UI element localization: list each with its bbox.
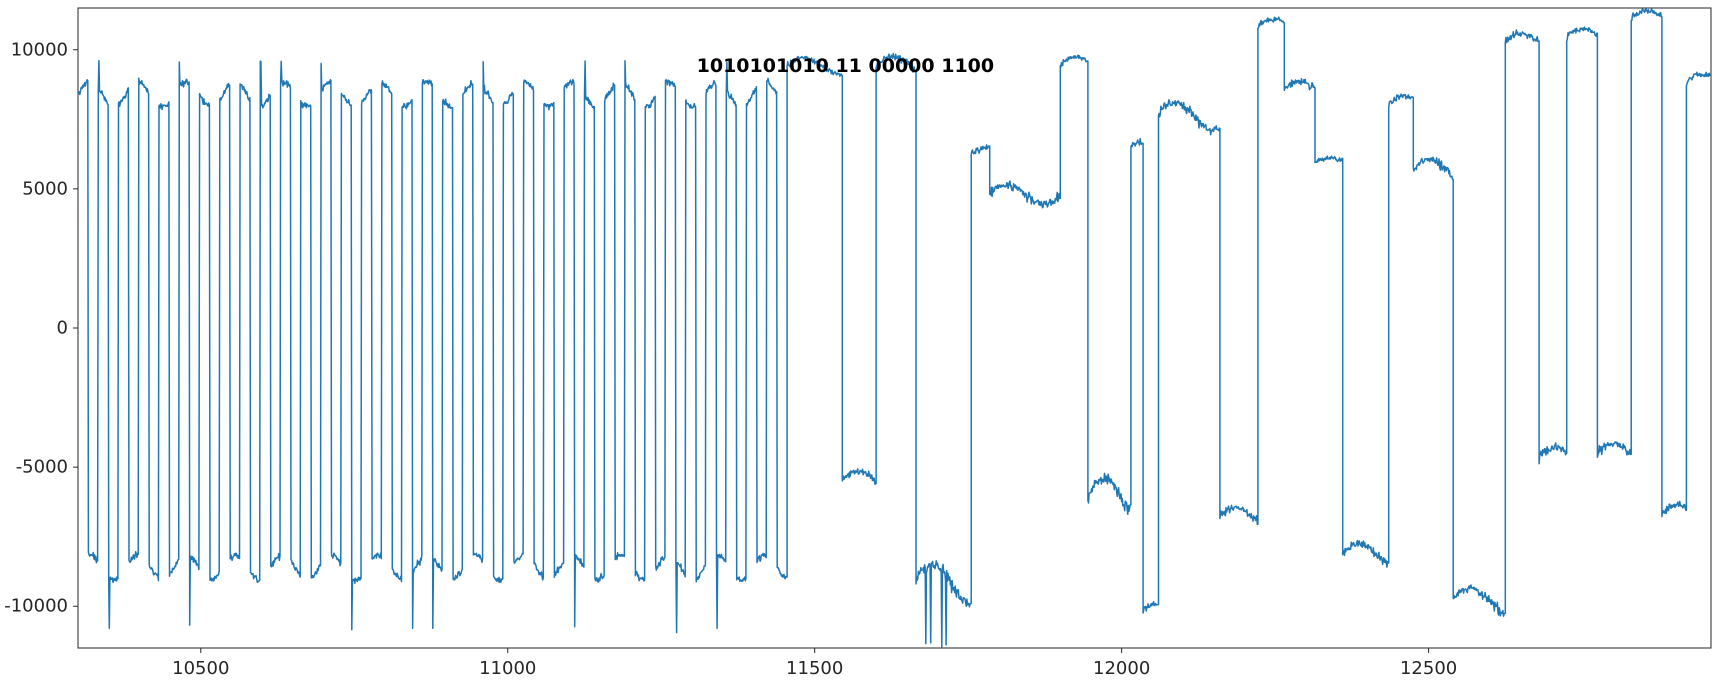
- x-tick-label: 12500: [1400, 658, 1457, 679]
- chart-svg: [0, 0, 1720, 692]
- x-tick-label: 11000: [479, 658, 536, 679]
- chart-annotation-text: 1010101010 11 00000 1100: [697, 55, 994, 77]
- y-tick-label: 0: [57, 318, 68, 339]
- x-tick-label: 11500: [786, 658, 843, 679]
- x-tick-label: 12000: [1093, 658, 1150, 679]
- y-tick-label: -5000: [16, 457, 68, 478]
- y-tick-label: -10000: [4, 596, 68, 617]
- y-tick-label: 5000: [22, 178, 68, 199]
- x-tick-label: 10500: [172, 658, 229, 679]
- signal-chart: 1010101010 11 00000 1100 10500 11000 11500…: [0, 0, 1720, 692]
- y-tick-label: 10000: [11, 39, 68, 60]
